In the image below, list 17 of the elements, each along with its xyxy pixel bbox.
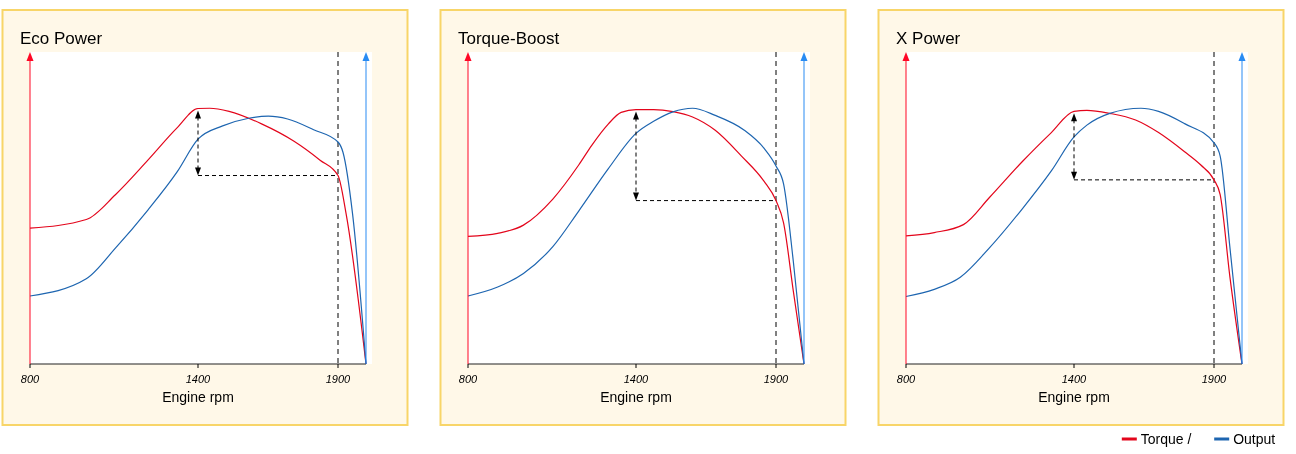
x-tick-label: 800 <box>458 373 479 385</box>
chart-title: Torque-Boost <box>458 29 560 48</box>
x-tick-label: 1400 <box>1061 373 1088 385</box>
x-tick-label: 1400 <box>185 373 212 385</box>
x-axis-title: Engine rpm <box>600 389 672 405</box>
x-tick-label: 1900 <box>1201 373 1228 385</box>
x-tick-label: 800 <box>896 373 917 385</box>
x-tick-label: 1900 <box>325 373 352 385</box>
x-tick-label: 1900 <box>763 373 790 385</box>
legend-label: Torque / <box>1140 431 1192 447</box>
x-tick-label: 1400 <box>623 373 650 385</box>
chart-title: Eco Power <box>20 29 103 48</box>
x-axis-title: Engine rpm <box>1038 389 1110 405</box>
chart-title: X Power <box>896 29 961 48</box>
x-axis-title: Engine rpm <box>162 389 234 405</box>
x-tick-label: 800 <box>20 373 41 385</box>
legend-label: Output <box>1233 431 1276 447</box>
